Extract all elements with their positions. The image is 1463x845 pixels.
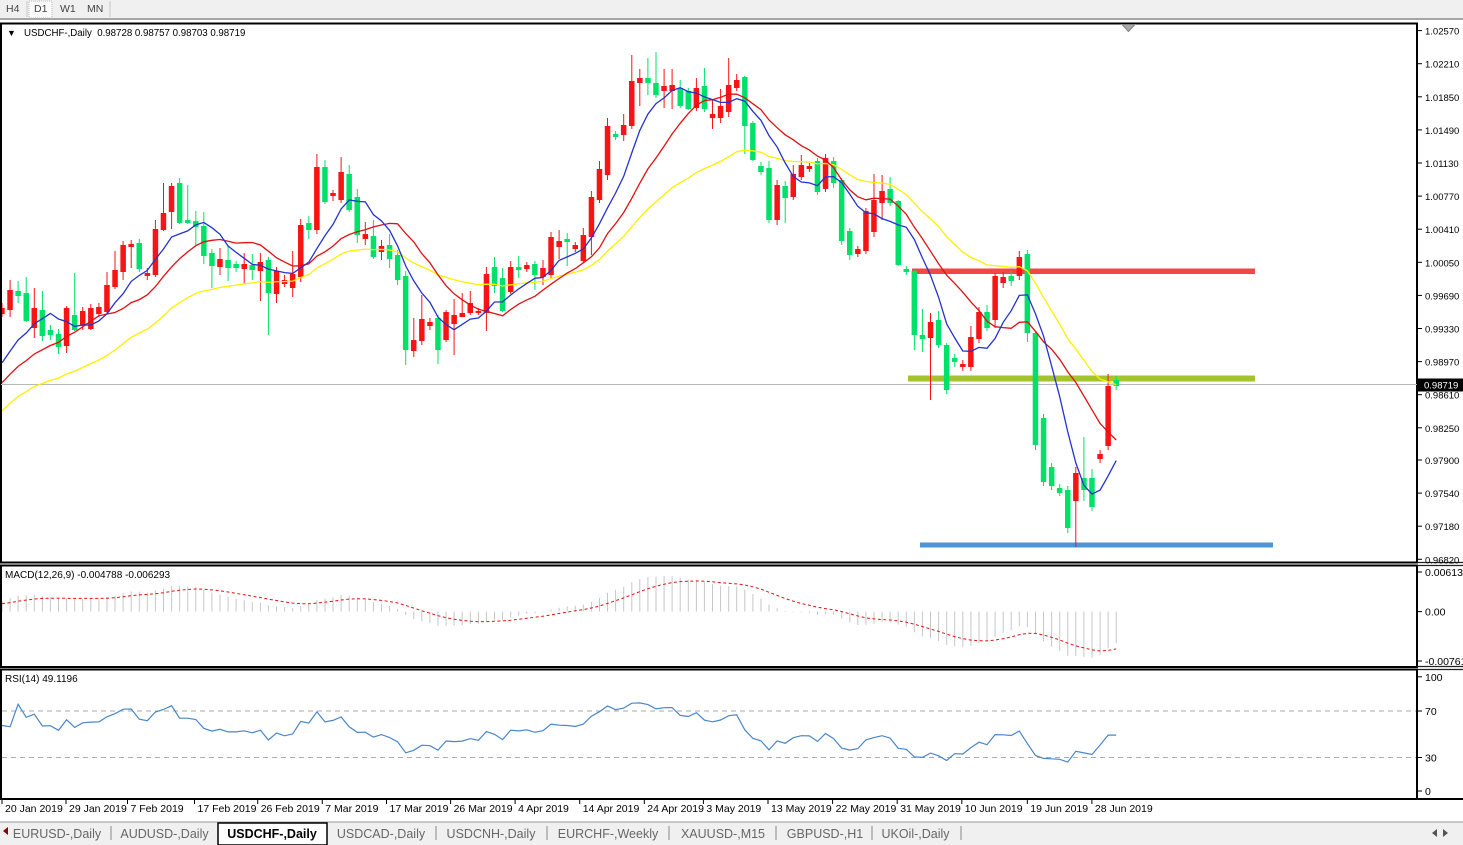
svg-text:MACD(12,26,9) -0.004788 -0.006: MACD(12,26,9) -0.004788 -0.006293 <box>5 570 171 581</box>
svg-text:31 May 2019: 31 May 2019 <box>900 803 961 815</box>
svg-text:MN: MN <box>87 3 103 15</box>
svg-text:H4: H4 <box>6 3 20 15</box>
svg-text:▼: ▼ <box>7 28 16 38</box>
svg-text:24 Apr 2019: 24 Apr 2019 <box>647 803 704 815</box>
svg-text:1.00770: 1.00770 <box>1425 192 1459 203</box>
svg-text:26 Mar 2019: 26 Mar 2019 <box>454 803 513 815</box>
svg-text:RSI(14) 49.1196: RSI(14) 49.1196 <box>5 674 78 685</box>
svg-text:USDCAD-,Daily: USDCAD-,Daily <box>337 827 426 841</box>
svg-text:17 Feb 2019: 17 Feb 2019 <box>198 803 257 815</box>
svg-text:1.00050: 1.00050 <box>1425 258 1459 269</box>
svg-text:0.96820: 0.96820 <box>1425 555 1459 566</box>
svg-text:0.98719: 0.98719 <box>1424 381 1458 392</box>
svg-text:EURUSD-,Daily: EURUSD-,Daily <box>13 827 102 841</box>
svg-text:0.97180: 0.97180 <box>1425 522 1459 533</box>
svg-text:1.01490: 1.01490 <box>1425 126 1459 137</box>
svg-text:1.01130: 1.01130 <box>1425 159 1459 170</box>
svg-text:3 May 2019: 3 May 2019 <box>706 803 761 815</box>
svg-text:0.97900: 0.97900 <box>1425 456 1459 467</box>
svg-text:13 May 2019: 13 May 2019 <box>771 803 832 815</box>
svg-text:USDCHF-,Daily 0.98728 0.98757: USDCHF-,Daily 0.98728 0.98757 0.98703 0.… <box>24 28 245 39</box>
svg-text:7 Feb 2019: 7 Feb 2019 <box>131 803 184 815</box>
svg-text:UKOil-,Daily: UKOil-,Daily <box>881 827 950 841</box>
svg-text:30: 30 <box>1425 753 1437 765</box>
svg-text:100: 100 <box>1425 672 1443 684</box>
svg-text:0.97540: 0.97540 <box>1425 489 1459 500</box>
svg-text:14 Apr 2019: 14 Apr 2019 <box>583 803 640 815</box>
svg-text:26 Feb 2019: 26 Feb 2019 <box>261 803 320 815</box>
svg-text:W1: W1 <box>60 3 76 15</box>
svg-text:0.98250: 0.98250 <box>1425 424 1459 435</box>
svg-text:70: 70 <box>1425 706 1437 718</box>
svg-text:19 Jun 2019: 19 Jun 2019 <box>1030 803 1088 815</box>
svg-text:0: 0 <box>1425 786 1431 798</box>
svg-text:28 Jun 2019: 28 Jun 2019 <box>1095 803 1153 815</box>
svg-text:0.99330: 0.99330 <box>1425 325 1459 336</box>
svg-text:17 Mar 2019: 17 Mar 2019 <box>390 803 449 815</box>
svg-text:0.98970: 0.98970 <box>1425 358 1459 369</box>
svg-text:USDCHF-,Daily: USDCHF-,Daily <box>227 827 317 841</box>
svg-text:0.98610: 0.98610 <box>1425 391 1459 402</box>
svg-text:USDCNH-,Daily: USDCNH-,Daily <box>447 827 537 841</box>
svg-text:EURCHF-,Weekly: EURCHF-,Weekly <box>558 827 659 841</box>
svg-text:1.00410: 1.00410 <box>1425 225 1459 236</box>
svg-text:AUDUSD-,Daily: AUDUSD-,Daily <box>120 827 209 841</box>
svg-text:XAUUSD-,M15: XAUUSD-,M15 <box>681 827 765 841</box>
svg-text:10 Jun 2019: 10 Jun 2019 <box>965 803 1023 815</box>
svg-text:20 Jan 2019: 20 Jan 2019 <box>5 803 63 815</box>
svg-text:D1: D1 <box>34 3 48 15</box>
svg-text:GBPUSD-,H1: GBPUSD-,H1 <box>787 827 863 841</box>
svg-text:7 Mar 2019: 7 Mar 2019 <box>325 803 378 815</box>
svg-text:29 Jan 2019: 29 Jan 2019 <box>69 803 127 815</box>
svg-text:0.00613: 0.00613 <box>1425 567 1463 579</box>
svg-text:1.02210: 1.02210 <box>1425 60 1459 71</box>
svg-text:22 May 2019: 22 May 2019 <box>836 803 897 815</box>
svg-text:4 Apr 2019: 4 Apr 2019 <box>518 803 569 815</box>
svg-text:1.01850: 1.01850 <box>1425 93 1459 104</box>
svg-text:-0.007612: -0.007612 <box>1425 656 1463 668</box>
svg-text:0.99690: 0.99690 <box>1425 291 1459 302</box>
svg-text:0.00: 0.00 <box>1425 607 1446 619</box>
svg-text:1.02570: 1.02570 <box>1425 27 1459 38</box>
